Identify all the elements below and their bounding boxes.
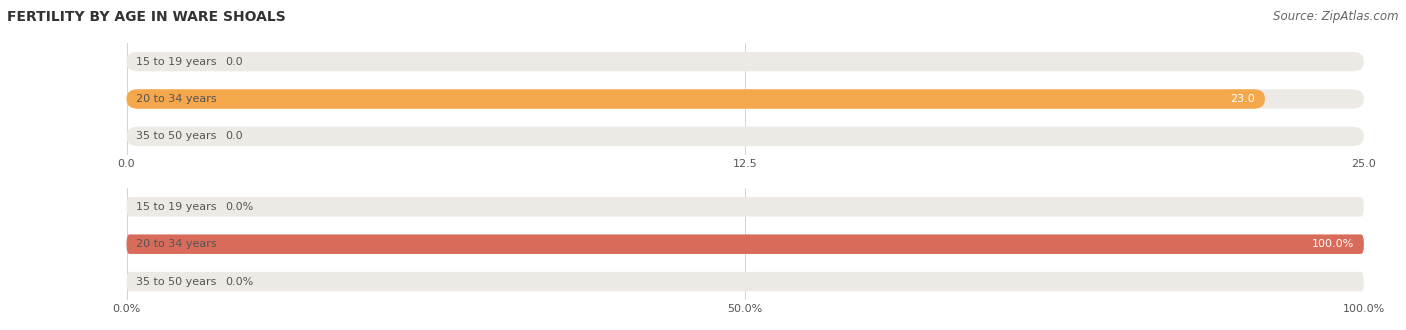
Text: 100.0%: 100.0%: [1312, 239, 1354, 249]
Text: FERTILITY BY AGE IN WARE SHOALS: FERTILITY BY AGE IN WARE SHOALS: [7, 10, 285, 24]
Text: 0.0: 0.0: [225, 131, 243, 141]
Text: 23.0: 23.0: [1230, 94, 1256, 104]
FancyBboxPatch shape: [127, 197, 1364, 216]
Text: 35 to 50 years: 35 to 50 years: [136, 131, 217, 141]
Text: 20 to 34 years: 20 to 34 years: [136, 239, 217, 249]
FancyBboxPatch shape: [127, 235, 1364, 254]
Text: 35 to 50 years: 35 to 50 years: [136, 277, 217, 286]
Text: 15 to 19 years: 15 to 19 years: [136, 57, 217, 67]
FancyBboxPatch shape: [127, 89, 1364, 109]
FancyBboxPatch shape: [127, 52, 1364, 71]
FancyBboxPatch shape: [127, 89, 1265, 109]
Text: 0.0: 0.0: [225, 57, 243, 67]
Text: Source: ZipAtlas.com: Source: ZipAtlas.com: [1274, 10, 1399, 23]
FancyBboxPatch shape: [127, 235, 1364, 254]
Text: 0.0%: 0.0%: [225, 277, 253, 286]
FancyBboxPatch shape: [127, 127, 1364, 146]
Text: 20 to 34 years: 20 to 34 years: [136, 94, 217, 104]
Text: 0.0%: 0.0%: [225, 202, 253, 212]
FancyBboxPatch shape: [127, 272, 1364, 291]
Text: 15 to 19 years: 15 to 19 years: [136, 202, 217, 212]
